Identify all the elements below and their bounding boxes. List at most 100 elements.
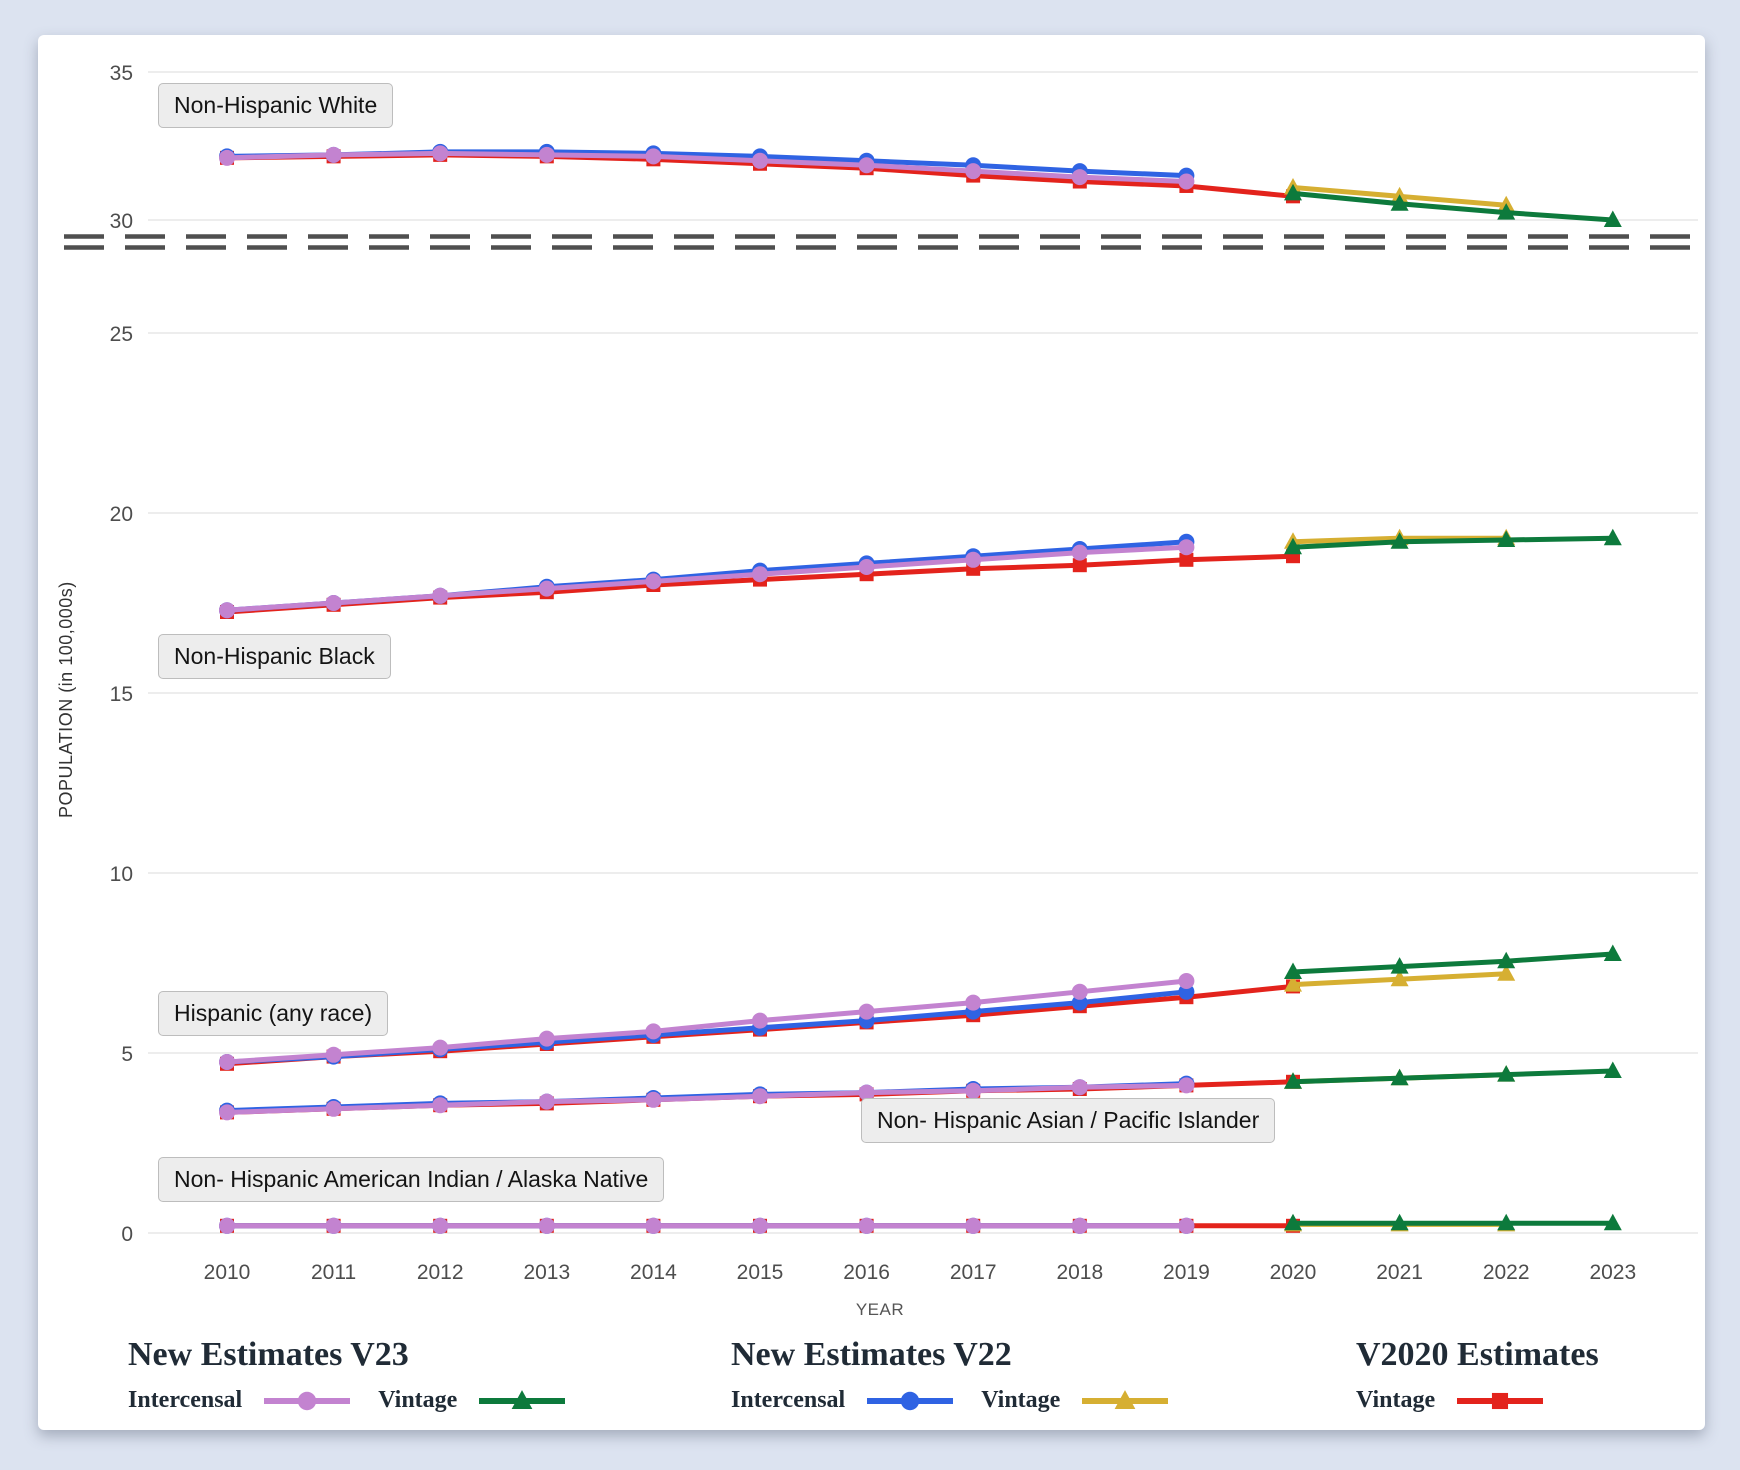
data-point-marker-circle xyxy=(965,1217,982,1234)
legend-group-v22: New Estimates V22 Intercensal Vintage xyxy=(731,1336,1169,1414)
data-point-marker-circle xyxy=(1071,983,1088,1000)
data-point-marker-circle xyxy=(965,1082,982,1099)
y-axis-title: POPULATION (in 100,000s) xyxy=(56,581,76,819)
x-tick-label: 2023 xyxy=(1589,1261,1636,1284)
data-point-marker-triangle xyxy=(1603,1061,1622,1078)
data-point-marker-circle xyxy=(858,1217,875,1234)
data-point-marker-triangle xyxy=(1114,1389,1136,1409)
data-point-marker-circle xyxy=(432,587,449,604)
group-label-nh-asian-pi: Non- Hispanic Asian / Pacific Islander xyxy=(861,1098,1276,1143)
data-point-marker-circle xyxy=(1071,544,1088,561)
x-tick-label: 2011 xyxy=(311,1261,356,1284)
legend-item-v23-vintage: Vintage xyxy=(378,1387,566,1414)
data-point-marker-circle xyxy=(858,157,875,174)
x-tick-label: 2019 xyxy=(1163,1261,1210,1284)
data-point-marker-circle xyxy=(1178,173,1195,190)
data-point-marker-circle xyxy=(432,1217,449,1234)
data-point-marker-triangle xyxy=(1390,1213,1409,1231)
data-point-marker-triangle xyxy=(1497,530,1516,547)
data-point-marker-circle xyxy=(645,1091,662,1108)
data-point-marker-circle xyxy=(325,595,342,611)
data-point-marker-triangle xyxy=(1497,1213,1516,1231)
data-point-marker-triangle xyxy=(1284,1213,1302,1231)
data-point-marker-circle xyxy=(752,1217,768,1234)
data-point-marker-circle xyxy=(965,163,982,180)
legend-label: Intercensal xyxy=(128,1387,243,1413)
legend-group-v2020: V2020 Estimates Vintage xyxy=(1356,1336,1599,1414)
y-tick-label: 5 xyxy=(121,1043,133,1066)
x-tick-label: 2020 xyxy=(1270,1261,1317,1284)
data-point-marker-circle xyxy=(325,1217,342,1234)
data-point-marker-triangle xyxy=(1497,1065,1516,1082)
data-point-marker-circle xyxy=(965,994,982,1011)
legend-swatch-circle-icon xyxy=(867,1391,954,1410)
data-point-marker-circle xyxy=(1071,1079,1088,1096)
legend-label: Vintage xyxy=(981,1387,1061,1413)
data-point-marker-circle xyxy=(645,573,662,590)
data-point-marker-triangle xyxy=(1390,957,1409,974)
data-point-marker-triangle xyxy=(1603,528,1622,546)
data-point-marker-circle xyxy=(219,1104,235,1121)
data-point-marker-triangle xyxy=(1603,944,1622,961)
y-tick-label: 0 xyxy=(121,1223,133,1246)
series-line-nh_white-v23_intercensal xyxy=(226,150,1187,185)
data-point-marker-circle xyxy=(645,1023,662,1040)
legend-item-v2020-vintage: Vintage xyxy=(1356,1387,1544,1414)
x-tick-label: 2018 xyxy=(1056,1261,1103,1284)
data-point-marker-circle xyxy=(432,1039,449,1056)
data-point-marker-triangle xyxy=(1497,964,1516,981)
data-point-marker-square xyxy=(1492,1392,1509,1409)
y-tick-label: 25 xyxy=(110,323,133,346)
legend-label: Intercensal xyxy=(731,1387,846,1413)
legend-title-v23: New Estimates V23 xyxy=(128,1336,409,1373)
x-tick-label: 2021 xyxy=(1376,1261,1423,1284)
y-tick-label: 30 xyxy=(110,210,133,233)
data-point-marker-circle xyxy=(219,149,235,166)
data-point-marker-circle xyxy=(432,1097,449,1114)
data-point-marker-circle xyxy=(325,1100,342,1117)
legend-title-v2020: V2020 Estimates xyxy=(1356,1336,1599,1373)
data-point-marker-circle xyxy=(538,1030,555,1047)
data-point-marker-circle xyxy=(901,1391,920,1410)
data-point-marker-circle xyxy=(298,1391,317,1410)
data-point-marker-triangle xyxy=(1284,1072,1302,1089)
legend-item-v22-intercensal: Intercensal xyxy=(731,1387,954,1414)
data-point-marker-circle xyxy=(1071,1217,1088,1234)
data-point-marker-triangle xyxy=(1497,951,1516,969)
y-tick-label: 20 xyxy=(110,503,133,526)
data-point-marker-triangle xyxy=(1284,975,1302,992)
data-point-marker-circle xyxy=(538,580,555,597)
series-line-nh_white-v23_vintage xyxy=(1292,190,1613,223)
data-point-marker-triangle xyxy=(1390,194,1409,211)
data-point-marker-circle xyxy=(538,1093,555,1110)
data-point-marker-triangle xyxy=(1284,183,1302,201)
data-point-marker-triangle xyxy=(1390,532,1409,549)
series-line-nh_black-v23_intercensal xyxy=(226,544,1187,613)
group-label-nh-white: Non-Hispanic White xyxy=(158,83,394,128)
data-point-marker-circle xyxy=(752,566,768,583)
data-point-marker-circle xyxy=(219,602,235,619)
legend-item-v22-vintage: Vintage xyxy=(981,1387,1169,1414)
data-point-marker-triangle xyxy=(511,1389,533,1409)
data-point-marker-circle xyxy=(325,1046,342,1063)
data-point-marker-circle xyxy=(432,145,449,162)
legend-label: Vintage xyxy=(378,1387,458,1413)
legend-swatch-triangle-icon xyxy=(1082,1389,1169,1409)
data-point-marker-triangle xyxy=(1284,537,1302,555)
x-tick-label: 2010 xyxy=(204,1261,251,1284)
x-tick-label: 2016 xyxy=(843,1261,890,1284)
y-tick-label: 10 xyxy=(110,863,133,886)
data-point-marker-circle xyxy=(1071,169,1088,186)
group-label-nh-black: Non-Hispanic Black xyxy=(158,634,391,679)
data-point-marker-circle xyxy=(538,146,555,163)
group-label-nh-aian: Non- Hispanic American Indian / Alaska N… xyxy=(158,1157,665,1202)
data-point-marker-circle xyxy=(1178,1077,1195,1094)
data-point-marker-circle xyxy=(858,1003,875,1020)
legend-label: Vintage xyxy=(1356,1387,1436,1413)
x-axis-title: YEAR xyxy=(855,1300,905,1319)
legend-swatch-triangle-icon xyxy=(479,1389,566,1409)
data-point-marker-circle xyxy=(1178,539,1195,556)
data-point-marker-circle xyxy=(645,1217,662,1234)
